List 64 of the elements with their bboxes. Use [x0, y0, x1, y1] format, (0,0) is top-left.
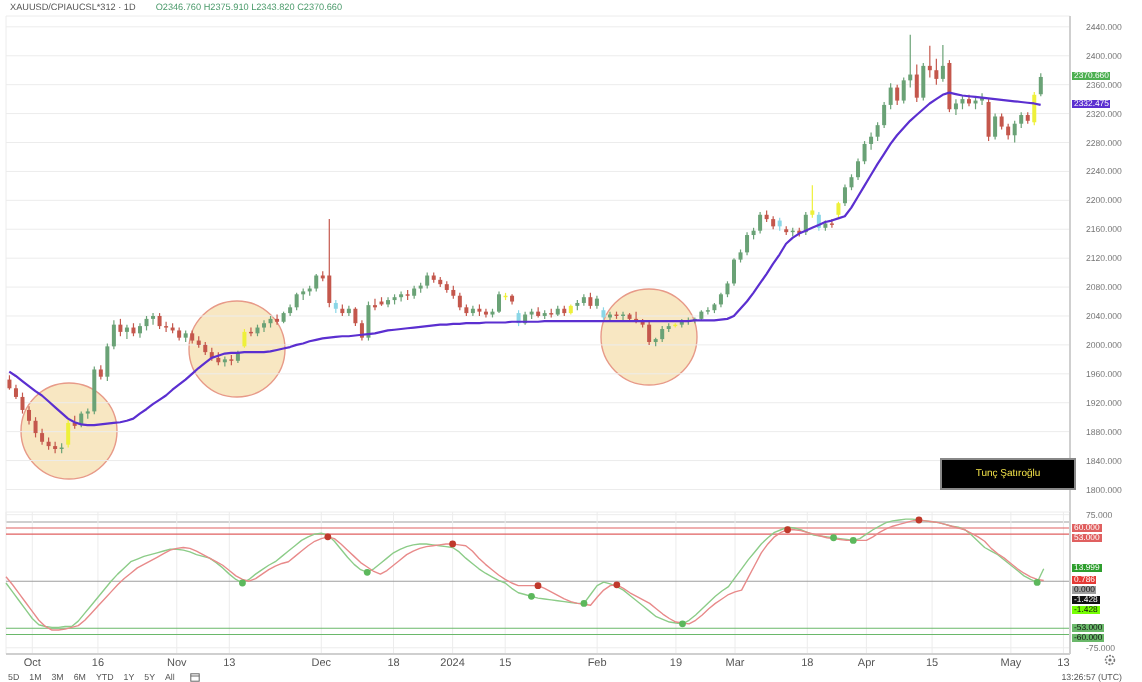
candlestick [470, 305, 475, 317]
candlestick [151, 312, 156, 326]
candlestick [842, 183, 847, 207]
point [613, 581, 621, 589]
candlestick [399, 290, 404, 303]
candlestick [92, 365, 97, 415]
candlestick [1012, 120, 1017, 144]
candlestick [346, 305, 351, 317]
candlestick [105, 342, 110, 382]
candlestick [327, 218, 332, 308]
candlestick [758, 211, 763, 235]
point [830, 534, 837, 542]
candlestick [20, 392, 25, 415]
candlestick [275, 313, 280, 326]
point [784, 526, 791, 534]
candlestick [947, 59, 952, 113]
candlestick [137, 322, 142, 339]
candlestick [262, 319, 267, 333]
candlestick [53, 441, 58, 454]
point [1033, 579, 1041, 586]
point [849, 537, 857, 544]
candlestick [164, 321, 169, 333]
candlestick [124, 324, 129, 340]
point [449, 540, 457, 548]
candlestick [353, 306, 358, 327]
candlestick [856, 157, 861, 181]
candlestick [745, 231, 750, 256]
candlestick [242, 328, 247, 349]
candlestick [27, 405, 32, 426]
point [239, 579, 246, 587]
point [528, 592, 535, 600]
candlestick [934, 58, 939, 86]
candlestick [953, 98, 958, 116]
candlestick [66, 419, 71, 449]
candlestick [111, 319, 116, 350]
candlestick [986, 98, 991, 142]
candlestick [810, 184, 815, 219]
candlestick [33, 416, 38, 439]
candlestick [927, 45, 932, 79]
line-series [8, 91, 1042, 427]
candlestick [882, 101, 887, 129]
candlestick [1032, 91, 1037, 126]
candlestick [386, 296, 391, 308]
candlestick [1038, 72, 1043, 97]
point [534, 582, 542, 590]
candlestick [647, 321, 652, 346]
candlestick [888, 82, 893, 110]
point [915, 516, 923, 524]
point [679, 620, 686, 628]
candlestick [366, 300, 371, 342]
candlestick [895, 84, 900, 106]
candlestick [940, 44, 945, 83]
point [363, 568, 371, 576]
candlestick [921, 62, 926, 102]
point [580, 600, 588, 607]
candlestick [993, 112, 998, 141]
candlestick [497, 290, 502, 314]
point [324, 533, 332, 541]
candlestick [732, 257, 736, 287]
candlestick [483, 308, 488, 319]
candlestick [862, 140, 867, 165]
candlestick [914, 63, 919, 103]
candlestick [901, 76, 906, 105]
candlestick [705, 306, 710, 316]
